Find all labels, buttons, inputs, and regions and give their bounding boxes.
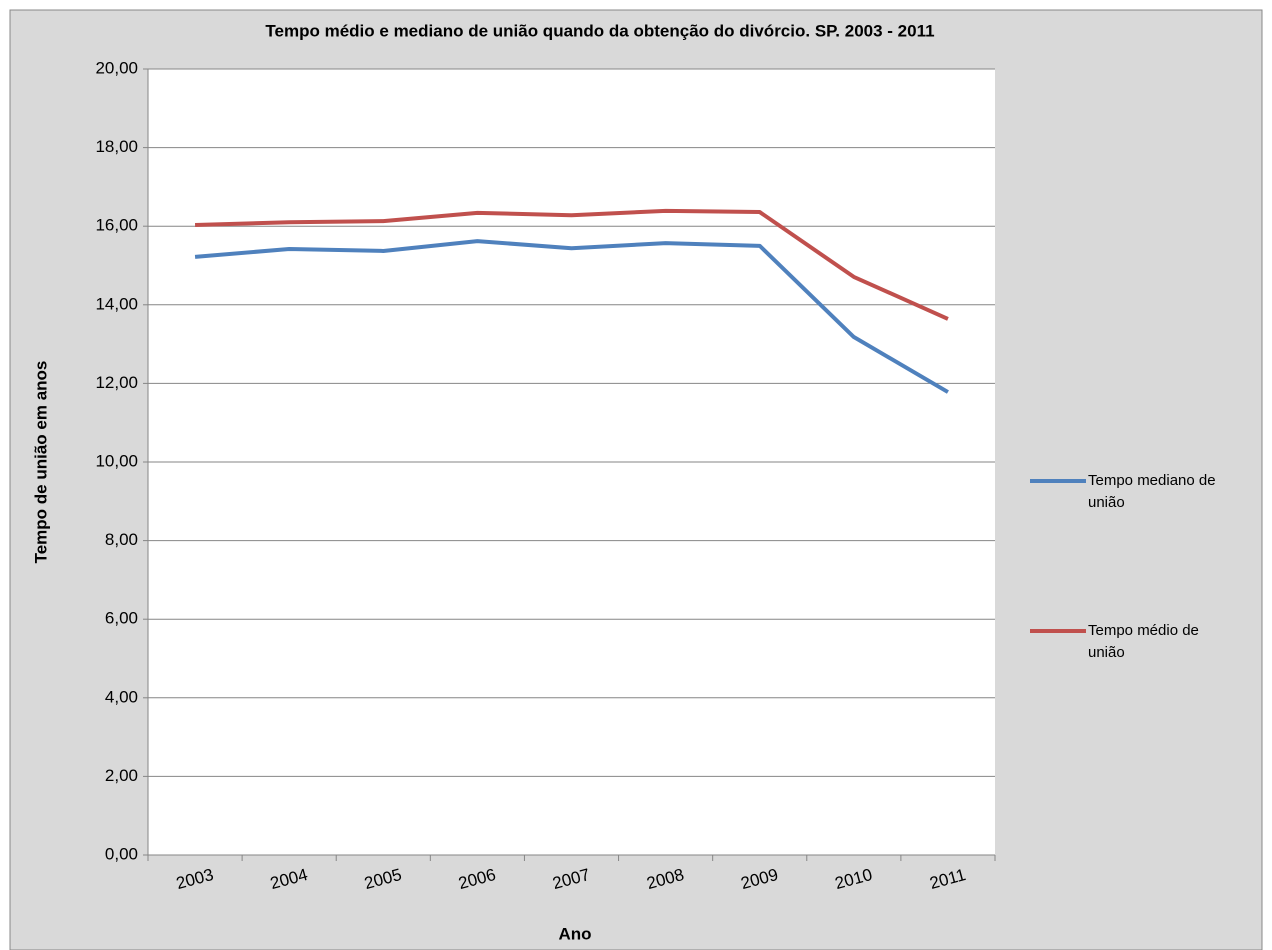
- legend-label: Tempo mediano de união: [1088, 472, 1216, 511]
- y-tick-label: 10,00: [95, 451, 138, 470]
- y-tick-label: 18,00: [95, 137, 138, 156]
- y-tick-label: 6,00: [105, 609, 138, 628]
- y-tick-label: 20,00: [95, 58, 138, 77]
- y-tick-label: 12,00: [95, 373, 138, 392]
- chart-title: Tempo médio e mediano de união quando da…: [265, 21, 934, 40]
- y-tick-label: 8,00: [105, 530, 138, 549]
- x-axis-label: Ano: [558, 924, 591, 943]
- series-line: [194, 208, 949, 321]
- legend-label: Tempo médio de união: [1088, 622, 1199, 661]
- y-tick-label: 14,00: [95, 294, 138, 313]
- y-tick-label: 2,00: [105, 766, 138, 785]
- y-tick-label: 16,00: [95, 216, 138, 235]
- series-line: [194, 239, 949, 394]
- y-tick-label: 0,00: [105, 844, 138, 863]
- y-axis-label: Tempo de união em anos: [31, 361, 50, 564]
- y-tick-label: 4,00: [105, 687, 138, 706]
